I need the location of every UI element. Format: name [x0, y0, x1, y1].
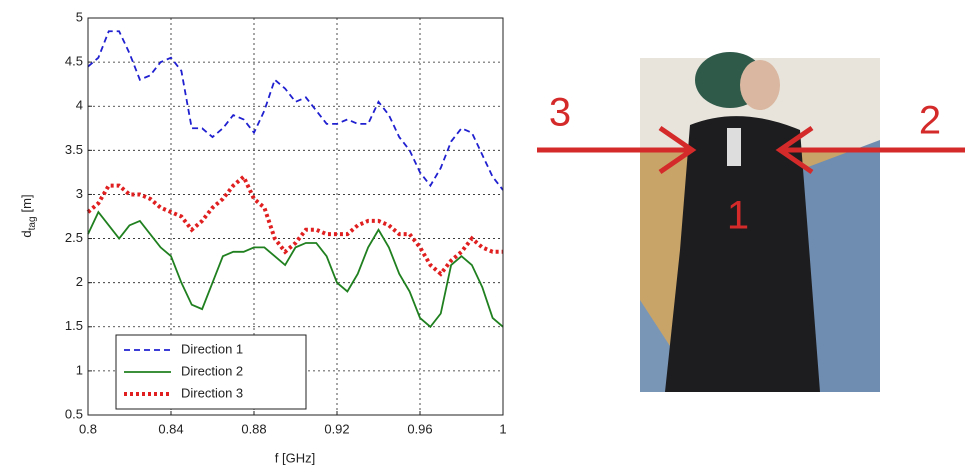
y-tick-label: 4.5 — [65, 54, 83, 69]
y-tick-label: 4 — [76, 98, 83, 113]
photo-tag — [727, 128, 741, 166]
arrow-head — [658, 125, 697, 175]
y-label-main: d — [19, 230, 34, 237]
y-axis-label: dtag [m] — [19, 194, 37, 237]
y-tick-label: 3 — [76, 186, 83, 201]
photo-label: 3 — [549, 91, 571, 135]
legend-label: Direction 2 — [181, 363, 243, 378]
x-tick-label: 0.96 — [407, 421, 432, 436]
y-label-unit: [m] — [19, 194, 34, 212]
line-series — [87, 210, 504, 329]
y-tick-label: 1.5 — [65, 318, 83, 333]
y-tick-label: 2.5 — [65, 230, 83, 245]
y-tick-label: 2 — [76, 274, 83, 289]
x-tick-label: 0.92 — [324, 421, 349, 436]
legend: Direction 1 Direction 2 Direction 3 — [115, 334, 307, 410]
photo-face — [740, 60, 780, 110]
arrows — [537, 125, 965, 175]
x-tick-label: 1 — [499, 421, 506, 436]
y-label-sub: tag — [27, 216, 38, 230]
plot-frame — [87, 17, 504, 416]
line-series — [86, 173, 503, 277]
y-tick-label: 1 — [76, 362, 83, 377]
y-tick-label: 5 — [76, 9, 83, 24]
legend-box — [115, 334, 307, 410]
x-axis-label: f [GHz] — [275, 450, 315, 465]
x-tick-label: 0.88 — [241, 421, 266, 436]
photo-label: 1 — [727, 194, 749, 238]
legend-label: Direction 1 — [181, 341, 243, 356]
x-tick-label: 0.8 — [79, 421, 97, 436]
photo-label: 2 — [919, 99, 941, 143]
arrow-head — [775, 125, 814, 175]
y-tick-label: 3.5 — [65, 142, 83, 157]
y-tick-label: 0.5 — [65, 406, 83, 421]
x-tick-label: 0.84 — [158, 421, 183, 436]
photo-body — [665, 116, 820, 392]
legend-label: Direction 3 — [181, 385, 243, 400]
photo — [640, 52, 880, 392]
